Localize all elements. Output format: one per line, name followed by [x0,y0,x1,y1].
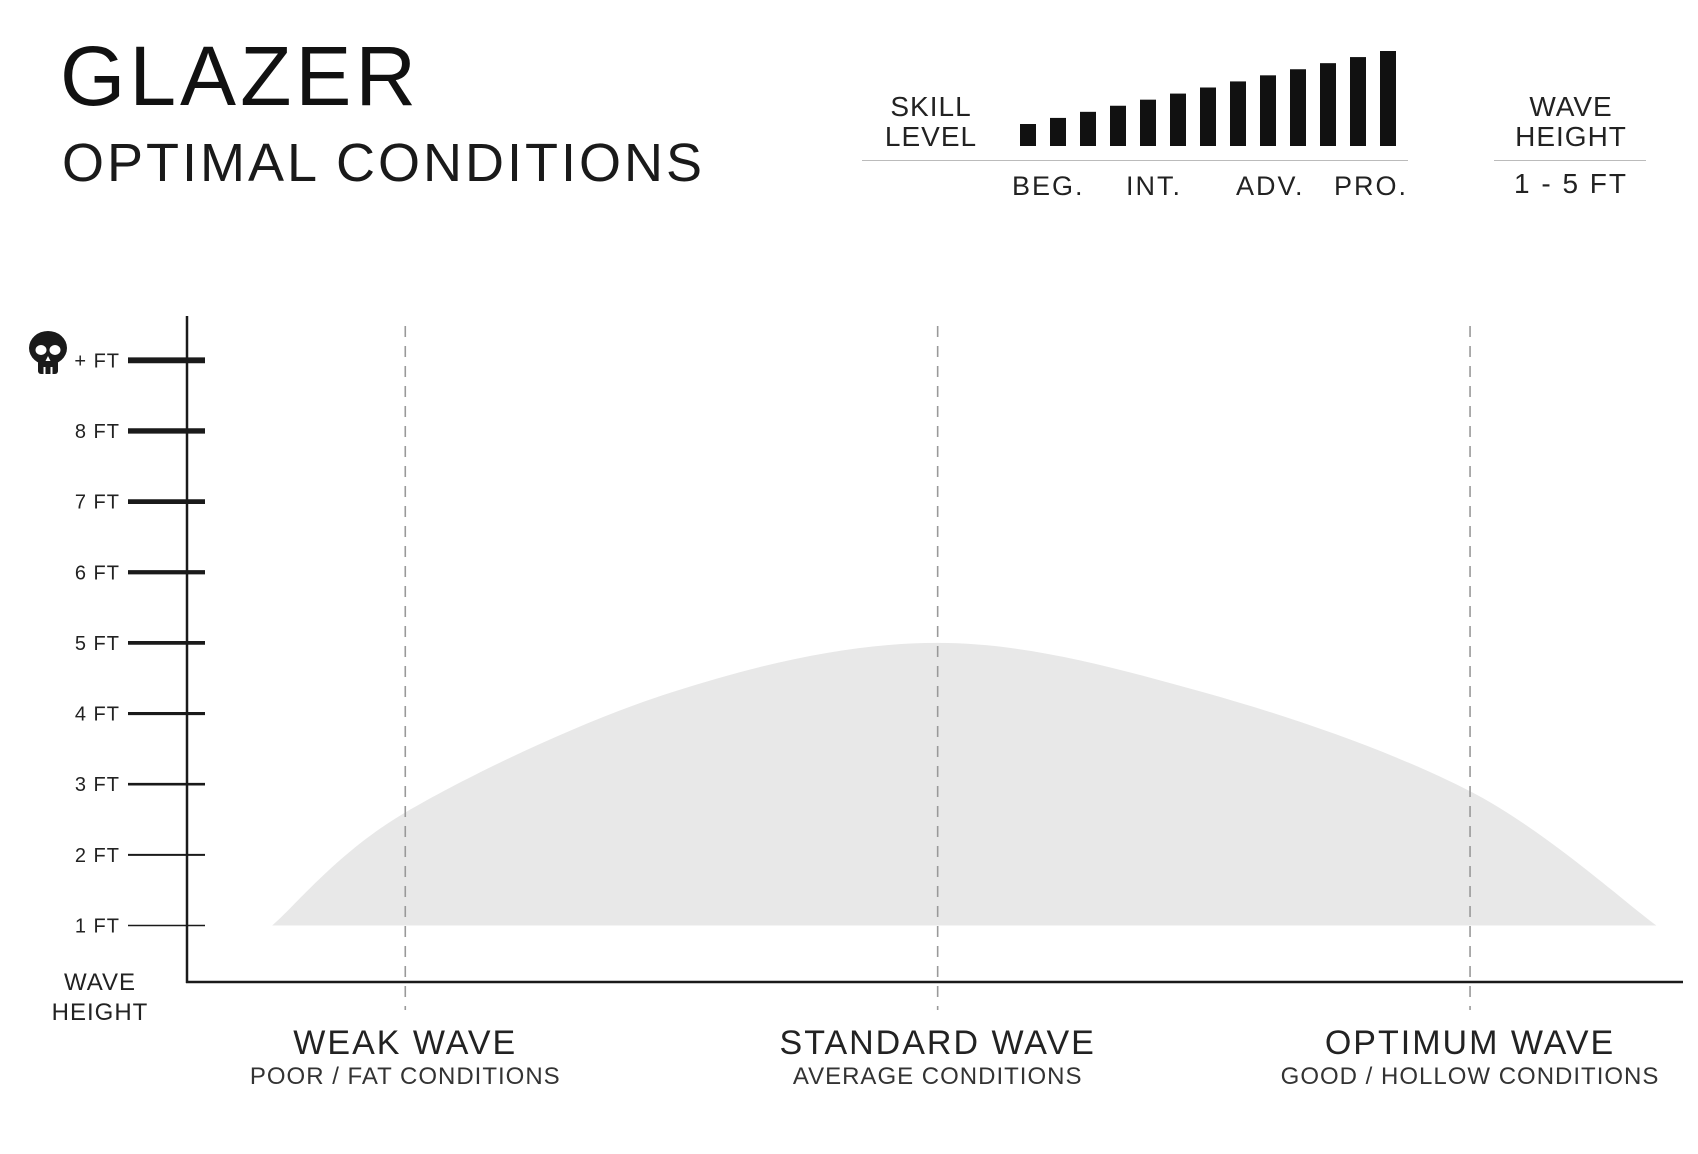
skill-tick-int: INT. [1126,171,1183,201]
category-label: STANDARD WAVE AVERAGE CONDITIONS [708,1024,1168,1092]
skill-tick-adv: ADV. [1236,171,1305,201]
skill-bar [1170,93,1186,146]
skull-icon [29,331,67,374]
page-title: GLAZER [60,29,421,123]
skill-level-label: SKILL LEVEL [876,92,986,152]
y-tick-label: 5 FT [75,633,120,655]
skill-level-divider [862,160,1408,161]
category-subtitle: AVERAGE CONDITIONS [792,1063,1083,1090]
skill-level-bars [1020,51,1396,147]
category-label: OPTIMUM WAVE GOOD / HOLLOW CONDITIONS [1240,1024,1698,1092]
category-name: WEAK WAVE [293,1024,518,1062]
page-subtitle: OPTIMAL CONDITIONS [62,133,706,193]
skill-bar [1080,111,1096,146]
skill-bar [1200,87,1216,146]
skill-bar [1350,57,1366,147]
category-subtitle: POOR / FAT CONDITIONS [249,1063,561,1090]
skill-level-ticks: BEG. INT. ADV. PRO. [1000,171,1420,205]
y-tick-label: 1 FT [75,915,120,937]
skill-bar [1320,63,1336,146]
skill-tick-beg: BEG. [1012,171,1085,201]
wave-height-label-line2: HEIGHT [1515,121,1627,152]
skill-bar [1380,51,1396,146]
y-tick-label: 6 FT [75,562,120,584]
y-axis-ticks: 1 FT 2 FT 3 FT 4 FT 5 FT 6 FT 7 FT 8 FT + FT [74,350,205,937]
wave-height-label: WAVE HEIGHT [1496,92,1646,152]
skill-bar [1050,117,1066,146]
y-axis-label-line1: WAVE [63,969,136,996]
y-tick-label: 8 FT [75,421,120,443]
optimal-wave-area [272,642,1657,926]
skill-bar [1290,69,1306,146]
skill-bar [1020,124,1036,146]
category-name: OPTIMUM WAVE [1324,1024,1616,1062]
skill-bar [1140,99,1156,146]
skill-level-label-line2: LEVEL [884,121,978,152]
category-subtitle: GOOD / HOLLOW CONDITIONS [1280,1063,1660,1090]
skill-level-label-line1: SKILL [890,91,972,122]
wave-height-range: 1 - 5 FT [1513,168,1628,199]
wave-height-label-line1: WAVE [1529,91,1613,122]
y-tick-label: 3 FT [75,774,120,796]
y-tick-label: 7 FT [75,492,120,514]
y-tick-label: 2 FT [75,845,120,867]
y-axis-label-line2: HEIGHT [51,999,149,1026]
y-tick-label: + FT [74,350,120,372]
skill-bar [1260,75,1276,146]
y-axis-label: WAVE HEIGHT [40,968,160,1028]
category-guides [404,326,1471,1010]
skill-bar [1110,105,1126,146]
category-name: STANDARD WAVE [779,1024,1096,1062]
y-tick-label: 4 FT [75,704,120,726]
category-label: WEAK WAVE POOR / FAT CONDITIONS [175,1024,635,1092]
skill-bar [1230,81,1246,146]
wave-height-divider [1494,160,1646,161]
skill-tick-pro: PRO. [1334,171,1409,201]
